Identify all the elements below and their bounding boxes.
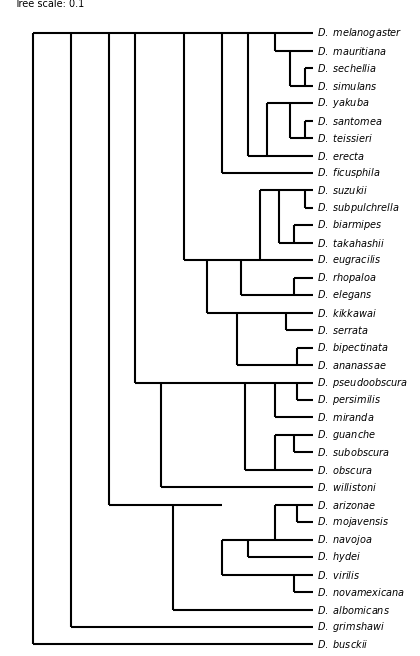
Text: $\it{D.}$ $\it{sechellia}$: $\it{D.}$ $\it{sechellia}$ bbox=[317, 62, 377, 74]
Text: $\it{D.}$ $\it{teissieri}$: $\it{D.}$ $\it{teissieri}$ bbox=[317, 132, 373, 144]
Text: $\it{D.}$ $\it{novamexicana}$: $\it{D.}$ $\it{novamexicana}$ bbox=[317, 586, 405, 598]
Text: $\it{D.}$ $\it{santomea}$: $\it{D.}$ $\it{santomea}$ bbox=[317, 115, 383, 127]
Text: $\it{D.}$ $\it{persimilis}$: $\it{D.}$ $\it{persimilis}$ bbox=[317, 393, 381, 407]
Text: $\it{D.}$ $\it{pseudoobscura}$: $\it{D.}$ $\it{pseudoobscura}$ bbox=[317, 376, 408, 390]
Text: $\it{D.}$ $\it{ananassae}$: $\it{D.}$ $\it{ananassae}$ bbox=[317, 359, 387, 371]
Text: $\it{D.}$ $\it{bipectinata}$: $\it{D.}$ $\it{bipectinata}$ bbox=[317, 340, 389, 355]
Text: $\it{D.}$ $\it{eugracilis}$: $\it{D.}$ $\it{eugracilis}$ bbox=[317, 253, 381, 268]
Text: $\it{D.}$ $\it{navojoa}$: $\it{D.}$ $\it{navojoa}$ bbox=[317, 533, 373, 546]
Text: $\it{D.}$ $\it{erecta}$: $\it{D.}$ $\it{erecta}$ bbox=[317, 150, 365, 161]
Text: $\it{D.}$ $\it{willistoni}$: $\it{D.}$ $\it{willistoni}$ bbox=[317, 482, 377, 493]
Text: $\it{D.}$ $\it{ficusphila}$: $\it{D.}$ $\it{ficusphila}$ bbox=[317, 166, 381, 180]
Text: $\it{D.}$ $\it{suzukii}$: $\it{D.}$ $\it{suzukii}$ bbox=[317, 184, 368, 197]
Text: $\it{D.}$ $\it{virilis}$: $\it{D.}$ $\it{virilis}$ bbox=[317, 569, 360, 581]
Text: $\it{D.}$ $\it{subpulchrella}$: $\it{D.}$ $\it{subpulchrella}$ bbox=[317, 201, 399, 215]
Text: $\it{D.}$ $\it{takahashii}$: $\it{D.}$ $\it{takahashii}$ bbox=[317, 237, 385, 249]
Text: $\it{D.}$ $\it{biarmipes}$: $\it{D.}$ $\it{biarmipes}$ bbox=[317, 218, 383, 232]
Text: $\it{D.}$ $\it{yakuba}$: $\it{D.}$ $\it{yakuba}$ bbox=[317, 96, 370, 110]
Text: $\it{D.}$ $\it{serrata}$: $\it{D.}$ $\it{serrata}$ bbox=[317, 324, 369, 336]
Text: $\it{D.}$ $\it{guanche}$: $\it{D.}$ $\it{guanche}$ bbox=[317, 428, 376, 442]
Text: $\it{D.}$ $\it{albomicans}$: $\it{D.}$ $\it{albomicans}$ bbox=[317, 604, 390, 615]
Text: $\it{D.}$ $\it{elegans}$: $\it{D.}$ $\it{elegans}$ bbox=[317, 288, 373, 302]
Text: $\it{D.}$ $\it{hydei}$: $\it{D.}$ $\it{hydei}$ bbox=[317, 550, 362, 564]
Text: Tree scale: 0.1: Tree scale: 0.1 bbox=[14, 0, 84, 9]
Text: $\it{D.}$ $\it{kikkawai}$: $\it{D.}$ $\it{kikkawai}$ bbox=[317, 307, 377, 319]
Text: $\it{D.}$ $\it{busckii}$: $\it{D.}$ $\it{busckii}$ bbox=[317, 638, 368, 651]
Text: $\it{D.}$ $\it{arizonae}$: $\it{D.}$ $\it{arizonae}$ bbox=[317, 499, 376, 511]
Text: $\it{D.}$ $\it{melanogaster}$: $\it{D.}$ $\it{melanogaster}$ bbox=[317, 26, 403, 41]
Text: $\it{D.}$ $\it{simulans}$: $\it{D.}$ $\it{simulans}$ bbox=[317, 80, 378, 92]
Text: $\it{D.}$ $\it{rhopaloa}$: $\it{D.}$ $\it{rhopaloa}$ bbox=[317, 271, 377, 285]
Text: $\it{D.}$ $\it{miranda}$: $\it{D.}$ $\it{miranda}$ bbox=[317, 411, 375, 424]
Text: $\it{D.}$ $\it{mojavensis}$: $\it{D.}$ $\it{mojavensis}$ bbox=[317, 515, 389, 529]
Text: $\it{D.}$ $\it{mauritiana}$: $\it{D.}$ $\it{mauritiana}$ bbox=[317, 45, 387, 57]
Text: $\it{D.}$ $\it{obscura}$: $\it{D.}$ $\it{obscura}$ bbox=[317, 464, 373, 476]
Text: $\it{D.}$ $\it{grimshawi}$: $\it{D.}$ $\it{grimshawi}$ bbox=[317, 620, 385, 634]
Text: $\it{D.}$ $\it{subobscura}$: $\it{D.}$ $\it{subobscura}$ bbox=[317, 447, 390, 459]
